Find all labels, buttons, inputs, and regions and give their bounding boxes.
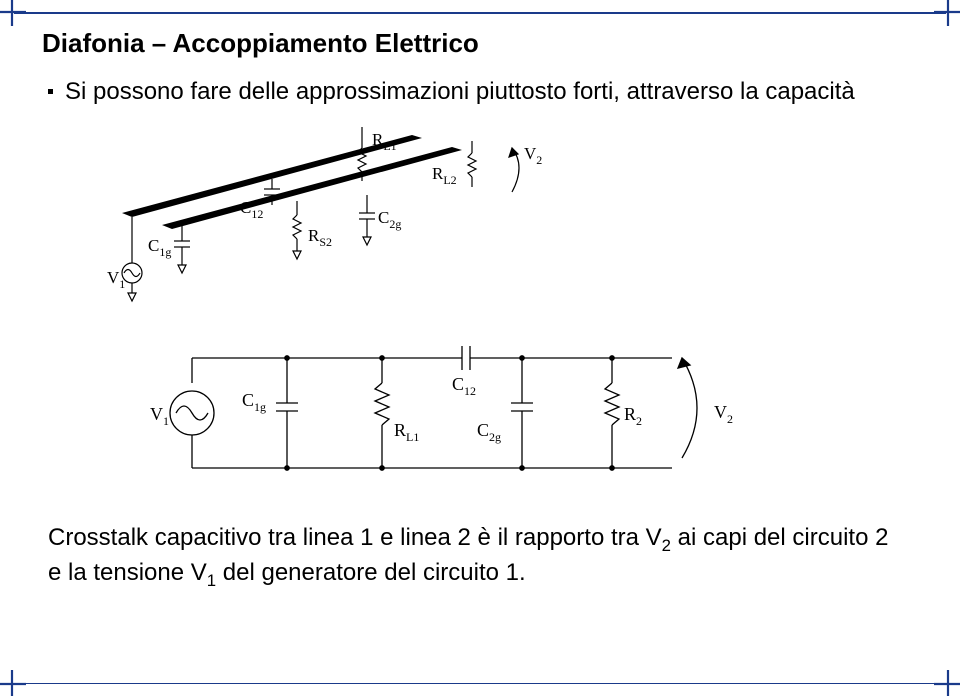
lbl-V2: V2 [524,144,542,167]
d2-C12: C12 [452,374,476,398]
border-top [14,12,946,14]
figure-1: V1 C1g C12 C2g RL1 RL2 RS2 V2 [62,123,918,318]
lbl-RL2: RL2 [432,164,457,187]
conclusion-text: Crosstalk capacitivo tra linea 1 e linea… [48,522,918,593]
page-title: Diafonia – Accoppiamento Elettrico [42,28,918,59]
lbl-C2g: C2g [378,208,401,231]
figure-2: V1 C1g RL1 C12 C2g R2 V2 [112,328,918,508]
concl-sub1: 2 [662,536,671,555]
d2-C2g: C2g [477,420,501,444]
bullet-dot [48,89,53,94]
bullet-item-1: Si possono fare delle approssimazioni pi… [48,77,918,107]
d2-V2: V2 [714,402,733,426]
d2-C1g: C1g [242,390,266,414]
concl-part2: ai capi del circuito 2 [671,524,888,551]
lbl-C1g: C1g [148,236,171,259]
concl-sub2: 1 [207,571,216,590]
concl-part1: Crosstalk capacitivo tra linea 1 e linea… [48,524,662,551]
bullet-text-1: Si possono fare delle approssimazioni pi… [65,77,855,107]
concl-part4: del generatore del circuito 1. [216,559,526,586]
d2-R2: R2 [624,404,642,428]
lbl-RS2: RS2 [308,226,332,249]
border-bottom [14,683,946,685]
d2-V1: V1 [150,404,169,428]
d2-RL1: RL1 [394,420,419,444]
concl-part3: e la tensione V [48,559,207,586]
